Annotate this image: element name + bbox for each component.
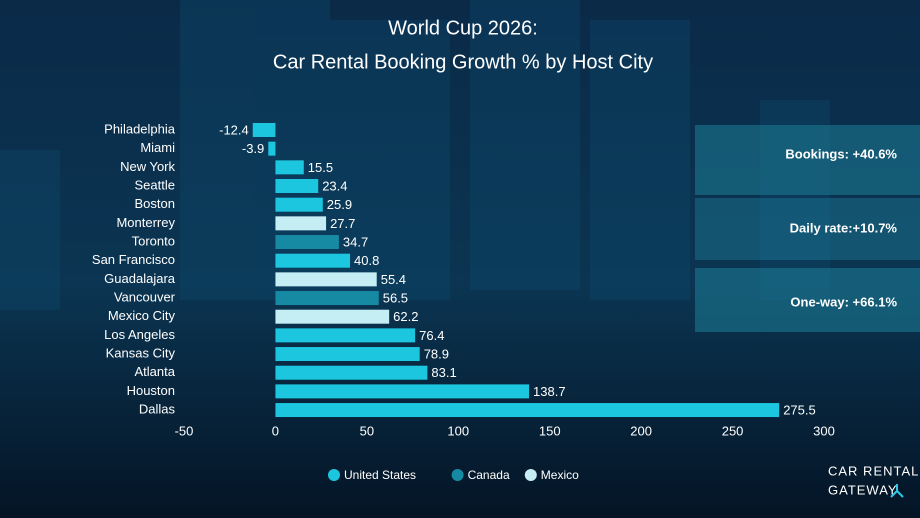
bar: [275, 365, 428, 380]
data-label: 15.5: [308, 160, 333, 175]
annotation-panel: [695, 125, 920, 195]
brand-icon: [890, 484, 904, 498]
y-tick-label: Houston: [127, 383, 175, 398]
y-tick-label: Seattle: [135, 177, 175, 192]
x-tick-label: 100: [447, 423, 469, 438]
bar: [275, 384, 530, 399]
bar: [275, 235, 339, 250]
brand: CAR RENTAL: [828, 463, 919, 478]
x-tick-label: 50: [360, 423, 374, 438]
legend-marker: [524, 469, 537, 481]
y-tick-label: Vancouver: [114, 289, 176, 304]
data-label: 27.7: [330, 216, 355, 231]
data-label: 76.4: [419, 328, 444, 343]
bar: [275, 403, 780, 418]
data-label: 138.7: [533, 384, 566, 399]
y-tick-label: Guadalajara: [104, 271, 176, 286]
bar: [275, 347, 420, 362]
data-label: 56.5: [383, 290, 408, 305]
data-label: 55.4: [381, 272, 406, 287]
x-tick-label: 0: [272, 423, 279, 438]
y-tick-label: New York: [120, 159, 175, 174]
y-tick-label: San Francisco: [92, 252, 175, 267]
x-tick-label: -50: [175, 423, 194, 438]
data-label: 78.9: [424, 346, 449, 361]
data-label: -3.9: [242, 141, 264, 156]
city-silhouette: [0, 0, 830, 310]
bar: [252, 123, 276, 137]
brand: GATEWAY: [828, 482, 898, 497]
legend-marker: [328, 469, 340, 481]
data-label: 25.9: [327, 197, 352, 212]
x-tick-label: 150: [539, 423, 561, 438]
y-tick-label: Monterrey: [116, 215, 175, 230]
bar: [275, 253, 351, 268]
annotation: One-way: +66.1%: [790, 294, 897, 309]
x-tick-label: 200: [630, 423, 652, 438]
data-label: -12.4: [219, 122, 249, 137]
annotation-panel: [695, 268, 920, 332]
y-tick-label: Boston: [135, 196, 175, 211]
y-tick-label: Miami: [140, 140, 175, 155]
x-tick-label: 300: [813, 423, 835, 438]
data-label: 83.1: [431, 365, 456, 380]
bar: [275, 179, 319, 194]
bar: [275, 160, 304, 175]
y-tick-label: Atlanta: [135, 364, 176, 379]
chart-title: World Cup 2026:: [388, 17, 538, 39]
bar: [275, 291, 379, 306]
bar: [275, 197, 323, 212]
legend-label: Mexico: [541, 468, 579, 482]
y-tick-label: Toronto: [132, 233, 175, 248]
bar: [275, 272, 377, 287]
data-label: 34.7: [343, 234, 368, 249]
data-label: 62.2: [393, 309, 418, 324]
bar: [275, 328, 416, 343]
chart-title: Car Rental Booking Growth % by Host City: [273, 51, 653, 73]
y-tick-label: Los Angeles: [104, 327, 175, 342]
data-label: 40.8: [354, 253, 379, 268]
data-label: 23.4: [322, 178, 347, 193]
legend-label: United States: [344, 468, 416, 482]
bar: [275, 216, 327, 231]
x-tick-label: 250: [722, 423, 744, 438]
legend-label: Canada: [468, 468, 510, 482]
annotation: Bookings: +40.6%: [785, 146, 897, 161]
legend-marker: [451, 469, 464, 481]
annotation-panel: [695, 198, 920, 260]
bar: [268, 141, 276, 156]
annotation: Daily rate:+10.7%: [790, 220, 898, 235]
bar: [275, 309, 390, 324]
y-tick-label: Dallas: [139, 401, 176, 416]
y-tick-label: Philadelphia: [104, 121, 176, 136]
data-label: 275.5: [783, 402, 816, 417]
y-tick-label: Kansas City: [106, 345, 176, 360]
y-tick-label: Mexico City: [108, 308, 176, 323]
